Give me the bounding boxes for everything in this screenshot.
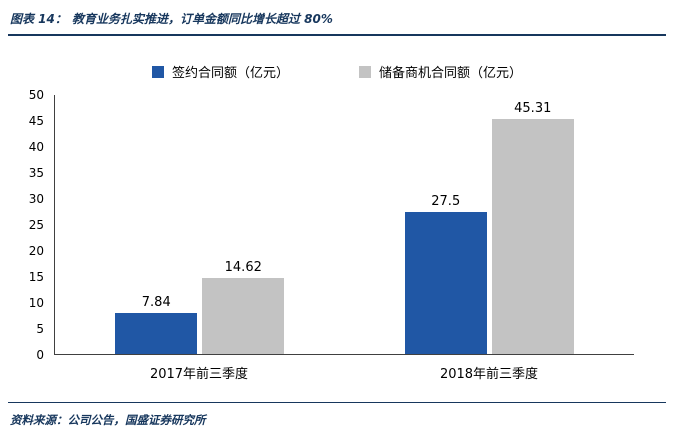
- x-axis-labels: 2017年前三季度 2018年前三季度: [54, 363, 634, 382]
- y-tick-label: 35: [28, 166, 44, 180]
- bar-value-label: 14.62: [224, 260, 262, 276]
- y-tick-label: 45: [28, 114, 44, 128]
- figure-title: 教育业务扎实推进，订单金额同比增长超过 80%: [71, 12, 333, 26]
- legend-label: 储备商机合同额（亿元）: [379, 66, 523, 81]
- figure-footer: 资料来源：公司公告，国盛证券研究所: [8, 403, 666, 428]
- y-tick-label: 25: [28, 218, 44, 232]
- bar: [491, 119, 574, 354]
- bar: [404, 211, 487, 354]
- bar-with-label: 7.84: [115, 95, 198, 354]
- footer-rule: [8, 402, 666, 403]
- y-tick-label: 20: [28, 244, 44, 258]
- legend-swatch-icon: [151, 65, 164, 78]
- y-tick-label: 0: [36, 348, 44, 362]
- bar-value-label: 27.5: [431, 193, 461, 209]
- bar-value-label: 7.84: [141, 295, 171, 311]
- bar-group: 7.84 14.62: [55, 95, 345, 354]
- x-category-label: 2018年前三季度: [439, 367, 539, 382]
- bar-with-label: 27.5: [404, 95, 487, 354]
- y-tick-label: 50: [28, 88, 44, 102]
- bar-group: 27.5 45.31: [345, 95, 635, 354]
- x-category-label: 2017年前三季度: [149, 367, 249, 382]
- y-tick-label: 10: [28, 296, 44, 310]
- bar: [202, 278, 285, 354]
- bar-with-label: 45.31: [491, 95, 574, 354]
- legend-label: 签约合同额（亿元）: [171, 66, 289, 81]
- y-tick-label: 40: [28, 140, 44, 154]
- plot-area: 7.84 14.62 27.5 45.31: [54, 95, 634, 355]
- header-rule: [8, 34, 666, 36]
- chart: 0 5 10 15 20 25 30 35 40 45 50 7.84 14.62 27.5 45.31: [8, 88, 666, 362]
- y-tick-label: 30: [28, 192, 44, 206]
- source-text: 资料来源：公司公告，国盛证券研究所: [10, 413, 206, 427]
- bar-with-label: 14.62: [202, 95, 285, 354]
- legend-item: 签约合同额（亿元）: [151, 62, 289, 81]
- bar-value-label: 45.31: [514, 101, 552, 117]
- y-axis: 0 5 10 15 20 25 30 35 40 45 50: [8, 88, 54, 362]
- y-tick-label: 15: [28, 270, 44, 284]
- legend-item: 储备商机合同额（亿元）: [359, 62, 522, 81]
- figure-number-label: 图表 14：: [10, 12, 67, 26]
- figure-header: 图表 14： 教育业务扎实推进，订单金额同比增长超过 80%: [8, 6, 666, 27]
- bar: [115, 313, 198, 354]
- y-tick-label: 5: [36, 322, 44, 336]
- legend: 签约合同额（亿元） 储备商机合同额（亿元）: [8, 62, 666, 81]
- legend-swatch-icon: [359, 65, 371, 78]
